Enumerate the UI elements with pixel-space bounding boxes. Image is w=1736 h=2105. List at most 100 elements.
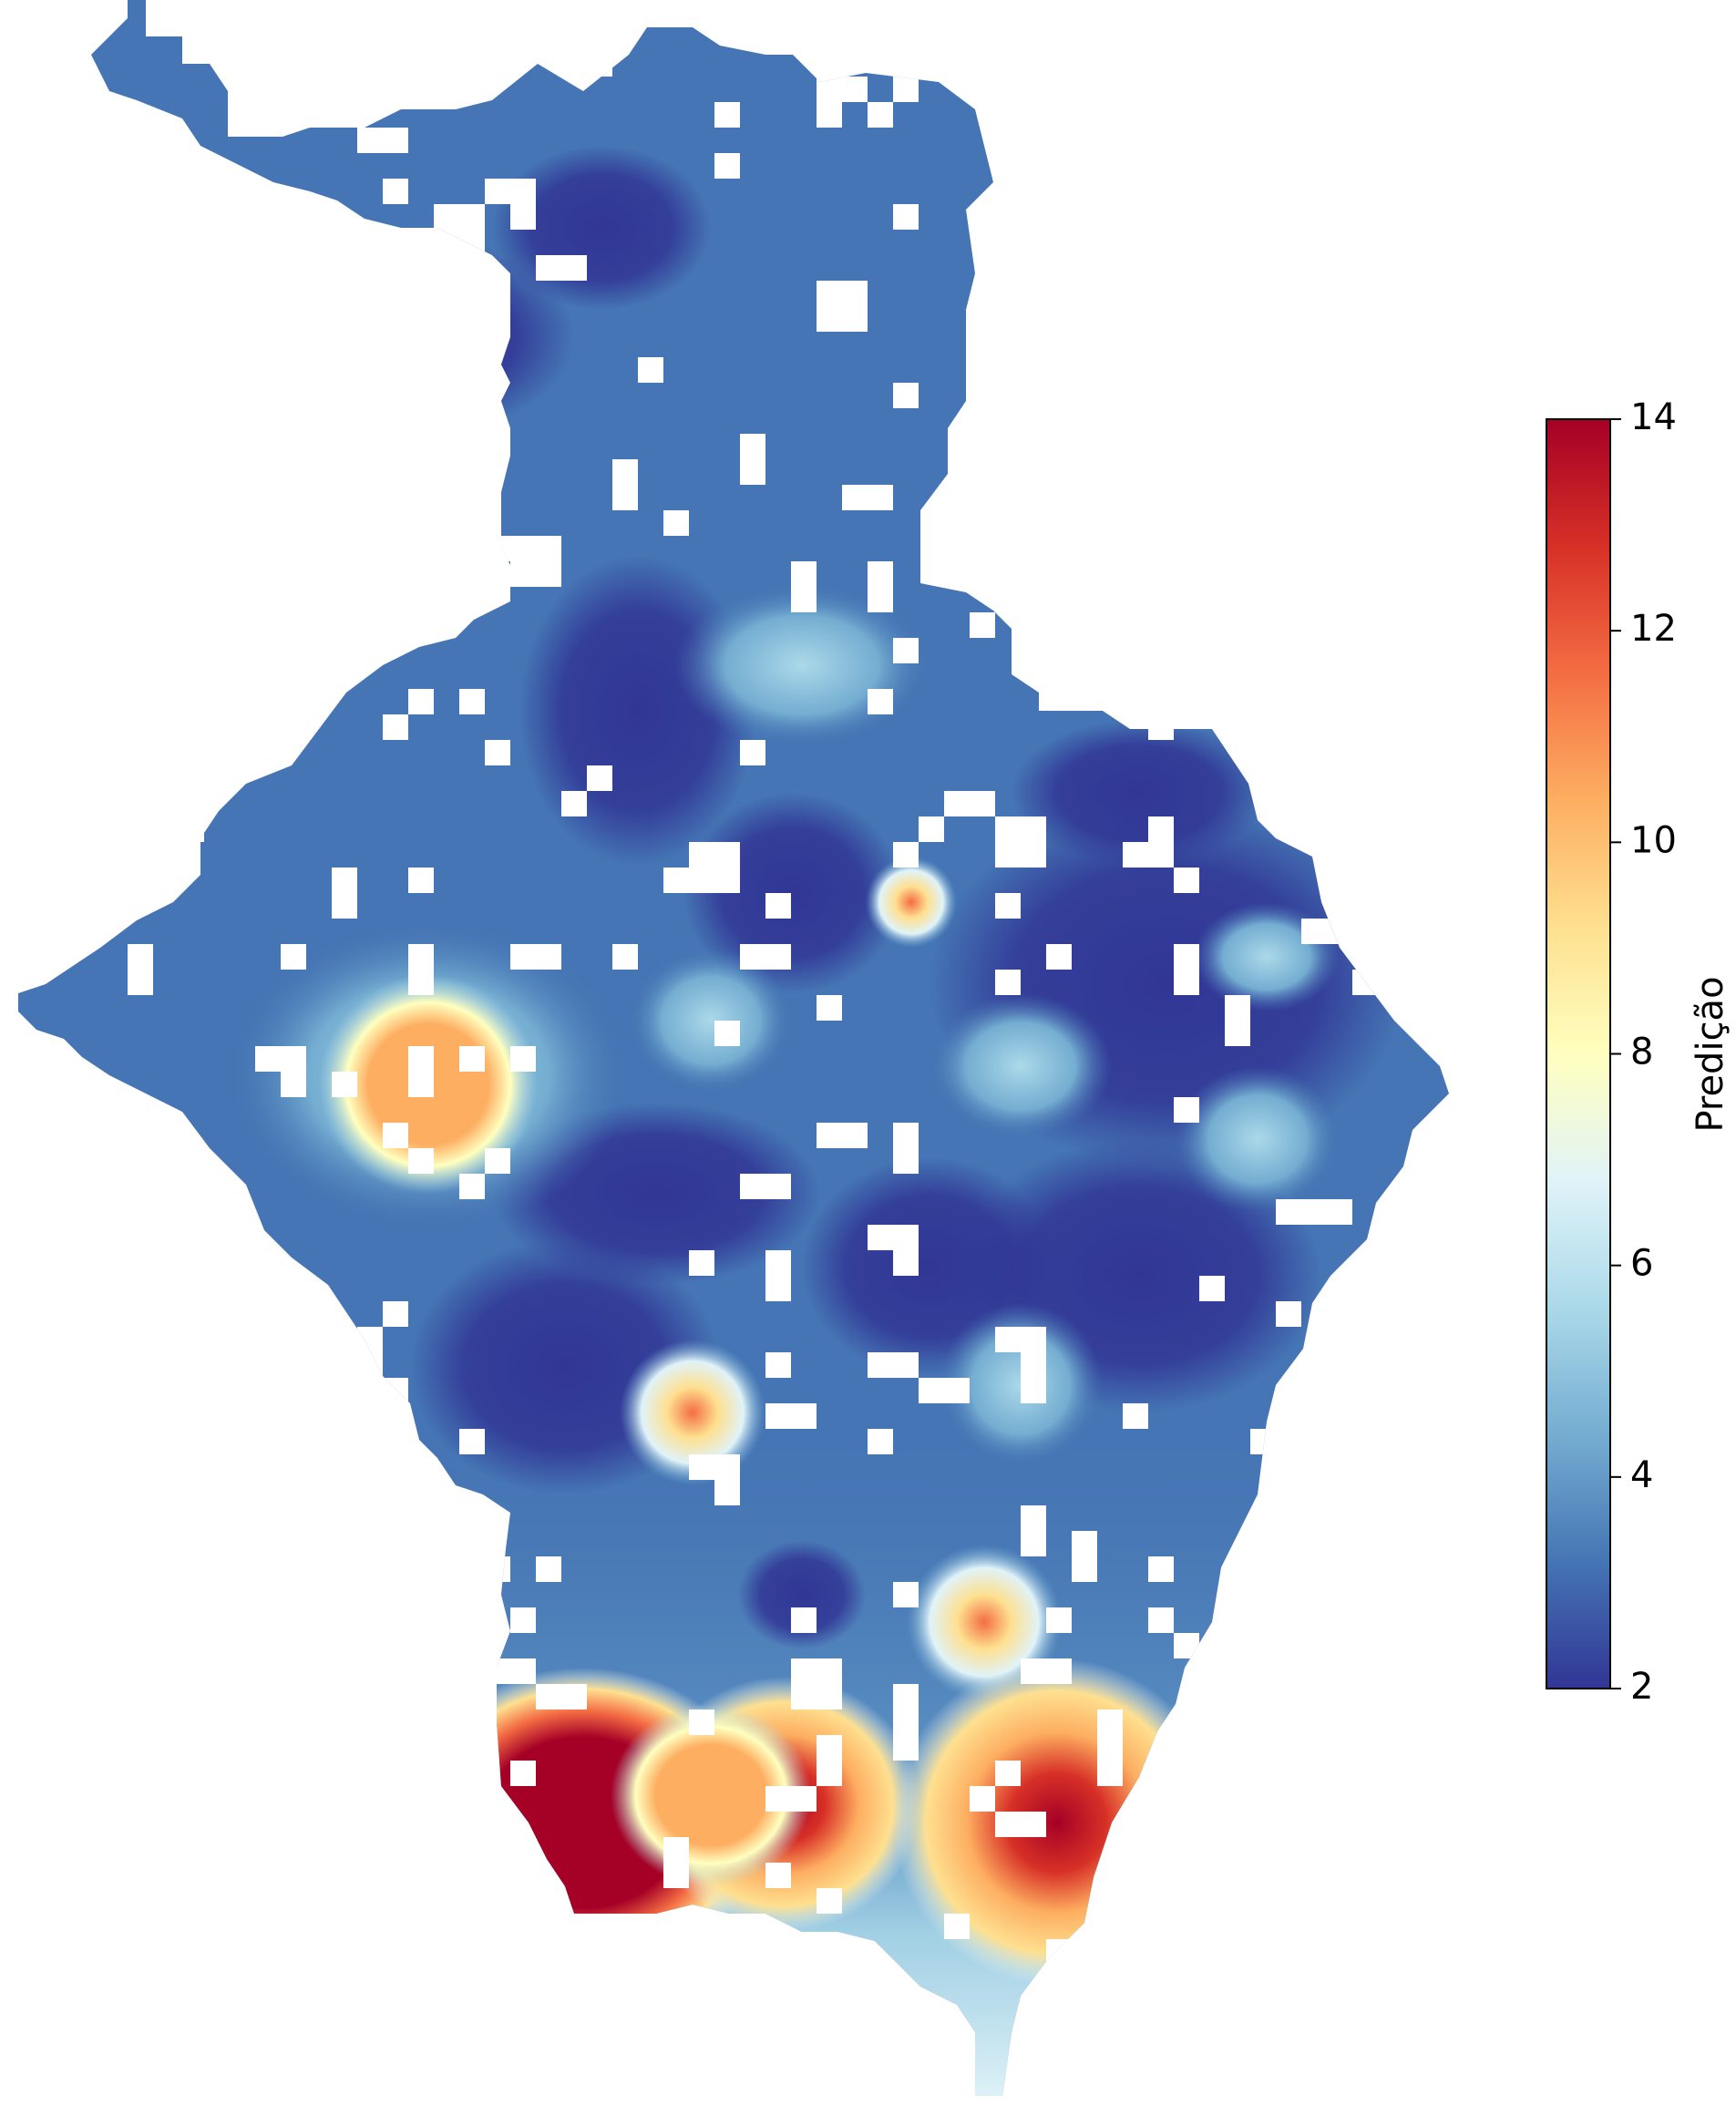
missing-cell <box>179 1658 204 1684</box>
missing-cell <box>1148 1556 1174 1582</box>
missing-cell <box>255 510 281 536</box>
missing-cell <box>1123 102 1174 128</box>
missing-cell <box>255 1046 281 1072</box>
missing-cell <box>1021 1505 1046 1556</box>
missing-cell <box>485 740 510 765</box>
missing-cell <box>1301 1199 1352 1225</box>
missing-cell <box>1174 1097 1199 1123</box>
missing-cell <box>1046 1939 1072 1965</box>
missing-cell <box>1352 970 1378 995</box>
missing-cell <box>128 944 153 995</box>
missing-cell <box>1378 1556 1403 1582</box>
missing-cell <box>434 510 459 536</box>
missing-cell <box>740 1174 791 1199</box>
missing-cell <box>510 1761 536 1786</box>
missing-cell <box>383 1123 408 1148</box>
missing-cell <box>765 1250 791 1301</box>
missing-cell <box>995 153 1021 179</box>
missing-cell <box>408 1531 434 1556</box>
missing-cell <box>255 1735 281 1761</box>
missing-cell <box>230 1710 255 1735</box>
missing-cell <box>459 1429 485 1454</box>
missing-cell <box>510 204 536 230</box>
missing-cell <box>663 510 689 536</box>
missing-cell <box>357 1761 383 1786</box>
missing-cell <box>1097 1735 1123 1786</box>
missing-cell <box>893 204 919 230</box>
missing-cell <box>153 765 179 816</box>
missing-cell <box>1378 1276 1403 1327</box>
missing-cell <box>357 128 383 153</box>
missing-cell <box>893 638 919 663</box>
missing-cell <box>970 612 995 638</box>
colorbar-gradient <box>1546 418 1611 1689</box>
missing-cell <box>1046 944 1072 970</box>
missing-cell <box>408 689 434 714</box>
missing-cell <box>408 1148 434 1174</box>
missing-cell <box>153 153 204 179</box>
missing-cell <box>536 1684 561 1710</box>
colorbar-tick-label: 4 <box>1630 1454 1653 1496</box>
missing-cell <box>1276 1301 1301 1327</box>
missing-cell <box>663 1837 689 1888</box>
missing-cell <box>485 179 536 204</box>
missing-cell <box>893 1735 919 1761</box>
missing-cell <box>179 459 204 485</box>
missing-cell <box>1021 510 1046 536</box>
missing-cell <box>281 1072 306 1097</box>
missing-cell <box>357 51 383 77</box>
missing-cell <box>536 255 561 281</box>
missing-cell <box>791 1658 817 1710</box>
missing-cell <box>1301 1531 1327 1556</box>
missing-cell <box>434 1786 459 1812</box>
missing-cell <box>434 204 485 255</box>
missing-cell <box>765 1786 817 1812</box>
colorbar: 2 4 6 8 10 12 14 Predição <box>1546 396 1731 1708</box>
missing-cell <box>281 332 306 357</box>
missing-cell <box>970 561 995 587</box>
colorbar-tick-label: 6 <box>1630 1243 1653 1285</box>
missing-cell <box>408 868 434 893</box>
missing-cell <box>1021 1812 1046 1837</box>
missing-cell <box>1072 1531 1097 1582</box>
missing-cell <box>1276 1454 1301 1480</box>
missing-cell <box>893 1123 919 1174</box>
missing-cell <box>536 561 561 587</box>
missing-cell <box>1378 919 1403 944</box>
missing-cell <box>995 1812 1021 1837</box>
missing-cell <box>689 1454 714 1480</box>
missing-cell <box>357 612 408 638</box>
missing-cell <box>817 51 842 102</box>
missing-cell <box>740 944 791 970</box>
missing-cell <box>970 536 1021 587</box>
missing-cell <box>1403 1888 1429 1939</box>
missing-cell <box>817 995 842 1021</box>
missing-cell <box>561 1684 587 1710</box>
missing-cell <box>1046 408 1072 434</box>
missing-cell <box>868 102 893 128</box>
missing-cell <box>1378 1250 1403 1276</box>
missing-cell <box>306 1327 332 1352</box>
missing-cell <box>230 306 255 332</box>
missing-cell <box>868 1225 893 1250</box>
missing-cell <box>791 1607 817 1633</box>
missing-cell <box>765 1863 791 1888</box>
missing-cell <box>1123 459 1174 510</box>
missing-cell <box>153 561 179 587</box>
colorbar-tick-label: 14 <box>1630 396 1677 438</box>
colorbar-title: Predição <box>1690 976 1731 1132</box>
missing-cell <box>817 1735 842 1786</box>
missing-cell <box>1378 791 1403 816</box>
colorbar-tick-label: 12 <box>1630 608 1677 650</box>
colorbar-tick-label: 8 <box>1630 1032 1653 1073</box>
missing-cell <box>612 459 638 510</box>
missing-cell <box>765 1939 791 1965</box>
missing-cell <box>791 561 817 612</box>
missing-cell <box>1174 970 1199 995</box>
missing-cell <box>765 893 791 919</box>
missing-cell <box>485 1556 510 1582</box>
missing-cell <box>995 281 1021 306</box>
missing-cell <box>995 510 1046 536</box>
missing-cell <box>638 357 663 383</box>
